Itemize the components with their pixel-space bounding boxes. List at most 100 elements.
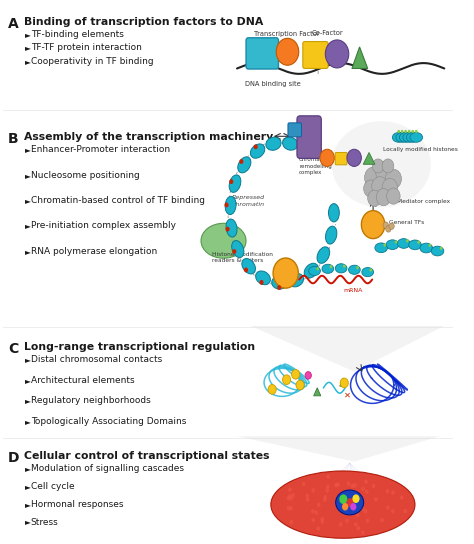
Ellipse shape bbox=[250, 144, 265, 158]
Ellipse shape bbox=[431, 246, 444, 256]
Text: ►: ► bbox=[25, 57, 31, 66]
Circle shape bbox=[356, 513, 359, 517]
Ellipse shape bbox=[283, 137, 298, 150]
Circle shape bbox=[325, 40, 349, 68]
Ellipse shape bbox=[410, 133, 422, 142]
Text: Locally modified histones: Locally modified histones bbox=[383, 146, 458, 152]
Ellipse shape bbox=[266, 137, 281, 150]
Text: ►: ► bbox=[25, 30, 31, 39]
Ellipse shape bbox=[386, 240, 399, 250]
Circle shape bbox=[289, 496, 293, 500]
Text: Regulatory neighborhoods: Regulatory neighborhoods bbox=[31, 397, 150, 405]
Text: ►: ► bbox=[25, 145, 31, 154]
Text: ►: ► bbox=[25, 376, 31, 385]
Circle shape bbox=[361, 530, 365, 535]
Circle shape bbox=[290, 520, 293, 524]
Circle shape bbox=[368, 190, 381, 206]
Ellipse shape bbox=[396, 133, 409, 142]
Circle shape bbox=[229, 179, 233, 184]
Text: Enhancer-Promoter interaction: Enhancer-Promoter interaction bbox=[31, 145, 170, 154]
Circle shape bbox=[306, 494, 309, 498]
Circle shape bbox=[376, 189, 391, 206]
Text: Topologically Associating Domains: Topologically Associating Domains bbox=[31, 417, 186, 426]
Circle shape bbox=[323, 498, 327, 502]
Circle shape bbox=[346, 498, 354, 507]
Ellipse shape bbox=[332, 121, 431, 207]
Circle shape bbox=[352, 494, 360, 503]
Ellipse shape bbox=[225, 196, 236, 214]
Circle shape bbox=[329, 265, 332, 268]
Text: Hormonal responses: Hormonal responses bbox=[31, 500, 123, 509]
Text: ►: ► bbox=[25, 517, 31, 527]
Circle shape bbox=[311, 489, 315, 493]
Circle shape bbox=[347, 149, 361, 166]
Circle shape bbox=[277, 285, 281, 290]
Text: Stress: Stress bbox=[31, 517, 58, 527]
Circle shape bbox=[350, 503, 356, 510]
Circle shape bbox=[397, 130, 400, 133]
Text: DNA binding site: DNA binding site bbox=[245, 81, 301, 87]
Circle shape bbox=[315, 510, 319, 515]
Text: TF-TF protein interaction: TF-TF protein interaction bbox=[31, 43, 142, 52]
Text: ►: ► bbox=[25, 482, 31, 491]
Ellipse shape bbox=[328, 203, 339, 222]
Circle shape bbox=[353, 483, 357, 487]
Ellipse shape bbox=[375, 243, 388, 252]
Text: Co-Factor: Co-Factor bbox=[311, 30, 343, 36]
Circle shape bbox=[404, 130, 407, 133]
Circle shape bbox=[365, 167, 383, 189]
Circle shape bbox=[273, 258, 298, 288]
Circle shape bbox=[364, 509, 367, 514]
Text: Chromatin-based control of TF binding: Chromatin-based control of TF binding bbox=[31, 196, 205, 205]
Text: D: D bbox=[8, 451, 20, 465]
Circle shape bbox=[386, 226, 391, 232]
Circle shape bbox=[244, 268, 248, 273]
Circle shape bbox=[239, 159, 243, 164]
Text: mRNA: mRNA bbox=[344, 288, 363, 293]
Text: ►: ► bbox=[25, 397, 31, 405]
Circle shape bbox=[336, 483, 340, 487]
Text: Pol II: Pol II bbox=[277, 274, 294, 279]
Text: General TFs: General TFs bbox=[389, 220, 424, 225]
Circle shape bbox=[268, 385, 276, 394]
Circle shape bbox=[339, 494, 347, 504]
Text: ✕: ✕ bbox=[344, 390, 351, 399]
Circle shape bbox=[320, 517, 324, 521]
Circle shape bbox=[276, 38, 299, 65]
Ellipse shape bbox=[272, 276, 287, 289]
Circle shape bbox=[417, 240, 420, 244]
Ellipse shape bbox=[232, 240, 244, 257]
Polygon shape bbox=[237, 436, 440, 461]
Text: C: C bbox=[8, 342, 18, 356]
Circle shape bbox=[317, 503, 320, 507]
Ellipse shape bbox=[255, 271, 270, 285]
Text: Chromatin
remodelling
complex: Chromatin remodelling complex bbox=[299, 157, 332, 175]
Text: ►: ► bbox=[25, 355, 31, 364]
Circle shape bbox=[389, 223, 394, 230]
Text: Pol II: Pol II bbox=[365, 225, 382, 230]
Circle shape bbox=[296, 380, 304, 390]
Circle shape bbox=[372, 159, 384, 173]
Circle shape bbox=[411, 130, 414, 133]
Circle shape bbox=[383, 222, 388, 228]
Text: Nucleosome positioning: Nucleosome positioning bbox=[31, 171, 139, 180]
FancyBboxPatch shape bbox=[303, 41, 328, 69]
Circle shape bbox=[283, 375, 291, 385]
Text: Repressed
chromatin: Repressed chromatin bbox=[232, 195, 265, 207]
Circle shape bbox=[305, 372, 311, 379]
Circle shape bbox=[347, 481, 350, 486]
Text: Mediator complex: Mediator complex bbox=[397, 199, 451, 204]
Circle shape bbox=[361, 506, 365, 511]
Text: ►: ► bbox=[25, 417, 31, 426]
Text: RNA polymerase elongation: RNA polymerase elongation bbox=[31, 246, 157, 256]
FancyBboxPatch shape bbox=[335, 152, 347, 165]
Circle shape bbox=[382, 178, 397, 196]
Text: Cell cycle: Cell cycle bbox=[31, 482, 74, 491]
Text: A: A bbox=[8, 17, 19, 31]
Circle shape bbox=[372, 177, 388, 196]
Circle shape bbox=[364, 180, 378, 197]
Circle shape bbox=[342, 503, 348, 510]
Circle shape bbox=[406, 239, 409, 243]
Circle shape bbox=[302, 482, 305, 486]
Circle shape bbox=[383, 244, 386, 246]
